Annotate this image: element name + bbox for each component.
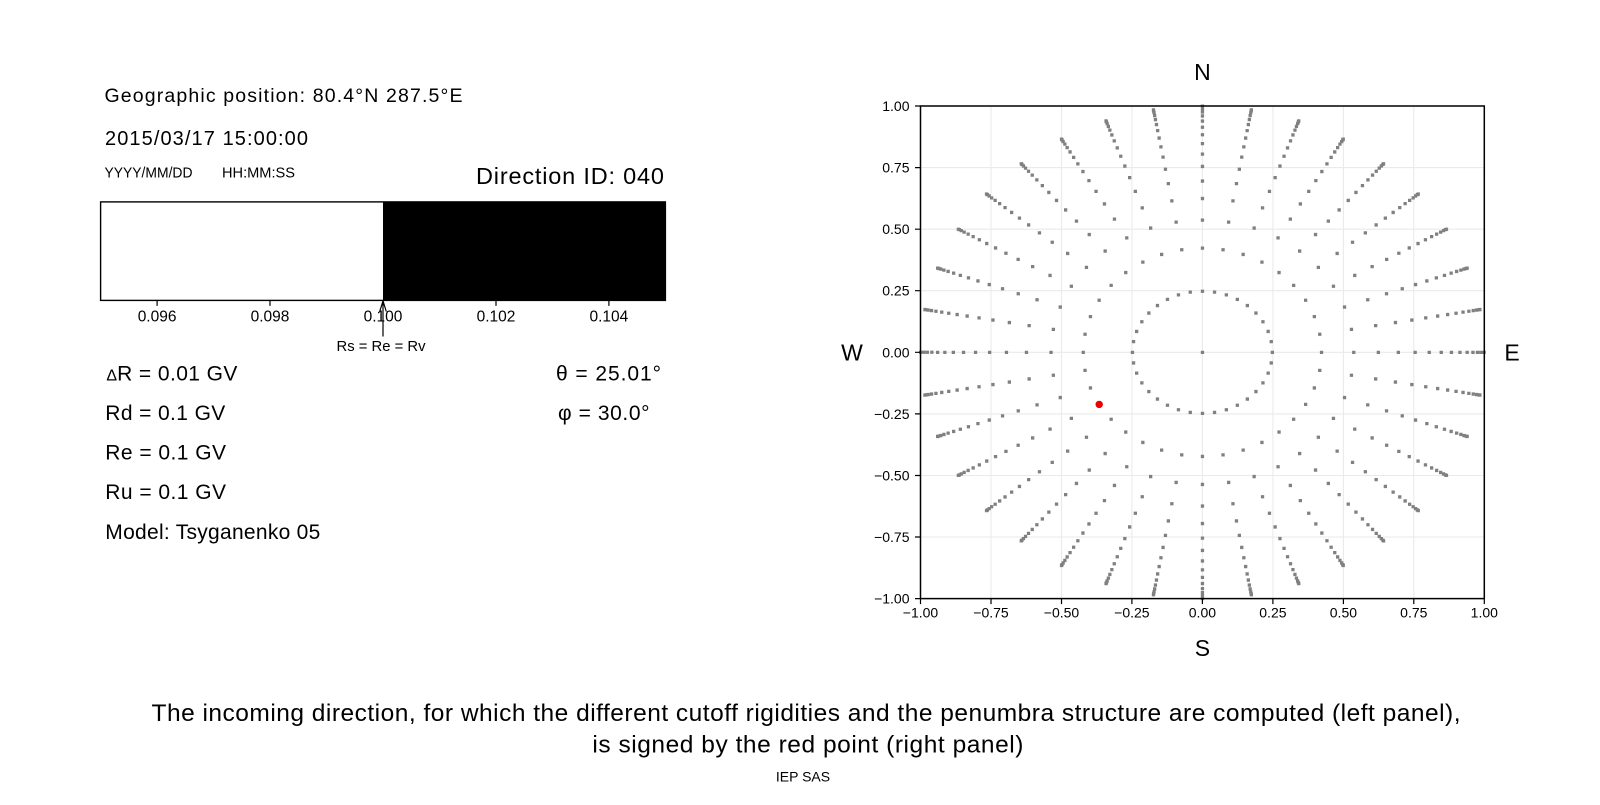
svg-text:Geographic position: 80.4°N 28: Geographic position: 80.4°N 287.5°E xyxy=(105,85,463,107)
svg-text:IEP SAS: IEP SAS xyxy=(776,769,830,785)
svg-text:−0.25: −0.25 xyxy=(1114,605,1150,621)
svg-text:Δ: Δ xyxy=(106,367,117,384)
svg-text:Direction ID: 040: Direction ID: 040 xyxy=(476,163,664,189)
svg-text:−0.75: −0.75 xyxy=(874,529,910,545)
svg-text:0.104: 0.104 xyxy=(590,308,629,325)
svg-text:1.00: 1.00 xyxy=(882,98,909,114)
svg-text:−0.50: −0.50 xyxy=(874,468,910,484)
svg-text:0.096: 0.096 xyxy=(138,308,177,325)
svg-text:N: N xyxy=(1194,59,1211,85)
svg-text:−0.25: −0.25 xyxy=(874,406,910,422)
svg-text:0.102: 0.102 xyxy=(477,308,516,325)
svg-text:0.50: 0.50 xyxy=(1330,605,1357,621)
svg-text:Re = 0.1 GV: Re = 0.1 GV xyxy=(105,442,226,465)
svg-text:E: E xyxy=(1504,339,1519,365)
svg-text:The incoming direction, for wh: The incoming direction, for which the di… xyxy=(152,700,1461,727)
svg-text:HH:MM:SS: HH:MM:SS xyxy=(222,165,295,181)
svg-text:Rs = Re = Rv: Rs = Re = Rv xyxy=(337,338,426,355)
svg-text:S: S xyxy=(1195,635,1210,661)
svg-text:Ru = 0.1 GV: Ru = 0.1 GV xyxy=(105,481,226,504)
svg-text:YYYY/MM/DD: YYYY/MM/DD xyxy=(105,165,193,181)
svg-text:0.25: 0.25 xyxy=(882,283,909,299)
svg-text:2015/03/17 15:00:00: 2015/03/17 15:00:00 xyxy=(105,128,308,150)
svg-text:0.098: 0.098 xyxy=(251,308,290,325)
svg-text:0.00: 0.00 xyxy=(882,344,909,360)
svg-text:0.50: 0.50 xyxy=(882,221,909,237)
svg-text:0.00: 0.00 xyxy=(1189,605,1216,621)
svg-text:is signed by the red point (ri: is signed by the red point (right panel) xyxy=(592,732,1023,759)
svg-text:0.75: 0.75 xyxy=(1400,605,1427,621)
svg-text:1.00: 1.00 xyxy=(1471,605,1498,621)
svg-text:−1.00: −1.00 xyxy=(874,591,910,607)
svg-text:Rd = 0.1 GV: Rd = 0.1 GV xyxy=(105,402,225,425)
svg-text:−1.00: −1.00 xyxy=(903,605,939,621)
svg-text:−0.75: −0.75 xyxy=(973,605,1009,621)
svg-text:Model: Tsyganenko 05: Model: Tsyganenko 05 xyxy=(105,521,320,544)
svg-text:φ = 30.0°: φ = 30.0° xyxy=(558,402,650,425)
svg-text:R = 0.01 GV: R = 0.01 GV xyxy=(117,362,237,385)
svg-text:0.75: 0.75 xyxy=(882,160,909,176)
svg-text:0.25: 0.25 xyxy=(1259,605,1286,621)
svg-text:W: W xyxy=(841,339,863,365)
svg-text:θ = 25.01°: θ = 25.01° xyxy=(556,362,661,385)
svg-text:−0.50: −0.50 xyxy=(1044,605,1080,621)
